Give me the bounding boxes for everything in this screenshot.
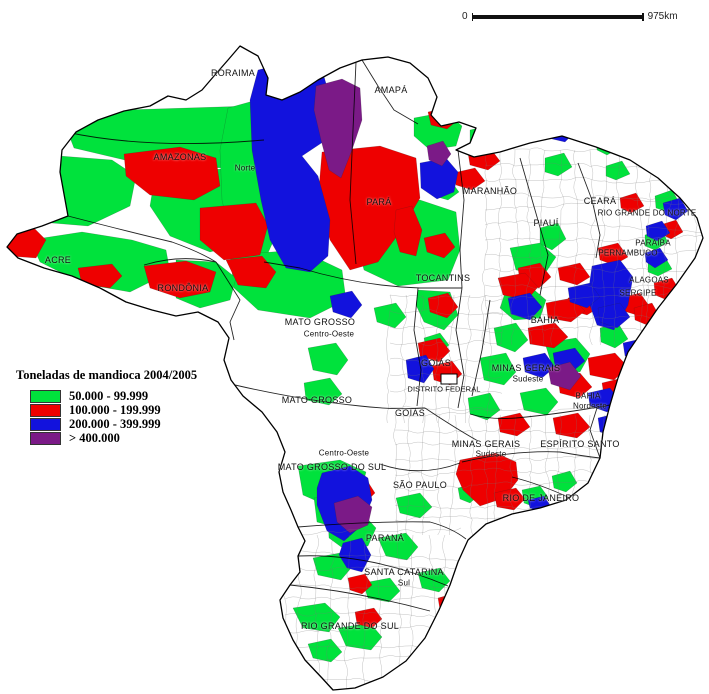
map-label-regiao-sudeste-2: Sudeste (475, 449, 507, 459)
legend-swatch-red (30, 403, 61, 417)
map-label-goias-2: GOIÁS (394, 408, 426, 418)
scale-bar-start: 0 (462, 11, 468, 22)
map-label-amazonas: AMAZONAS (153, 152, 207, 162)
map-label-rio-grande-do-sul: RIO GRANDE DO SUL (300, 621, 400, 631)
map-label-acre: ACRE (44, 255, 72, 265)
map-label-alagoas: ALAGOAS (629, 275, 669, 285)
legend-row: > 400.000 (16, 431, 197, 445)
map-label-bahia-2: BAHIA (575, 391, 601, 401)
map-label-minas-gerais: MINAS GERAIS (491, 363, 561, 373)
map-label-mato-grosso: MATO GROSSO (284, 317, 356, 327)
scale-bar-line (471, 12, 644, 21)
scale-bar: 0 975km (462, 11, 678, 22)
map-label-para: PARÁ (366, 197, 392, 207)
state-borders (65, 59, 611, 612)
map-label-maranhao: MARANHÃO (462, 186, 518, 196)
legend-swatch-green (30, 389, 61, 403)
map-label-piaui: PIAUÍ (533, 218, 559, 228)
map-label-regiao-norte: Norte (234, 163, 256, 173)
scale-bar-end: 975km (647, 11, 678, 22)
choropleth-class-100000-199999 (7, 106, 684, 629)
legend-label: > 400.000 (69, 430, 120, 445)
legend-label: 50.000 - 99.999 (69, 388, 149, 403)
map-label-mato-grosso-do-sul: MATO GROSSO DO SUL (277, 462, 387, 472)
map-label-sergipe: SERGIPE (619, 288, 657, 298)
map-label-sao-paulo: SÃO PAULO (392, 480, 448, 490)
map-label-santa-catarina: SANTA CATARINA (364, 567, 444, 577)
map-label-rio-grande-do-norte: RIO GRANDE DO NORTE (597, 208, 697, 218)
legend-label: 200.000 - 399.999 (69, 416, 161, 431)
distrito-federal-box (440, 373, 458, 385)
legend-swatch-purple (30, 431, 61, 445)
map-label-roraima: RORAIMA (210, 68, 256, 78)
map-label-regiao-sudeste: Sudeste (512, 374, 544, 384)
map-label-tocantins: TOCANTINS (415, 273, 471, 283)
legend-row: 50.000 - 99.999 (16, 389, 197, 403)
map-label-regiao-centro-oeste-2: Centro-Oeste (318, 448, 370, 458)
legend-swatch-blue (30, 417, 61, 431)
map-label-pernambuco: PERNAMBUCO (598, 248, 658, 258)
map-label-minas-gerais-2: MINAS GERAIS (451, 439, 521, 449)
map-label-distrito-federal: DISTRITO FEDERAL (407, 384, 481, 394)
map-label-bahia: BAHIA (530, 315, 560, 325)
map-label-rondonia: RONDÔNIA (157, 283, 209, 293)
map-label-paraiba: PARAÍBA (635, 238, 671, 248)
map-label-regiao-sul: Sul (397, 578, 411, 588)
map-label-regiao-centro-oeste: Centro-Oeste (303, 329, 355, 339)
legend: Toneladas de mandioca 2004/2005 50.000 -… (16, 368, 197, 445)
map-label-mato-grosso-2: MATO GROSSO (281, 395, 353, 405)
legend-row: 200.000 - 399.999 (16, 417, 197, 431)
map-label-parana: PARANÁ (365, 533, 405, 543)
map-label-amapa: AMAPÁ (374, 85, 408, 95)
map-label-regiao-nordeste: Nordeste (572, 401, 608, 411)
municipality-boundaries-mesh (481, 144, 703, 346)
country-outline (6, 45, 704, 691)
legend-row: 100.000 - 199.999 (16, 403, 197, 417)
legend-label: 100.000 - 199.999 (69, 402, 161, 417)
map-label-goias: GOIÁS (420, 358, 452, 368)
legend-title: Toneladas de mandioca 2004/2005 (16, 368, 198, 382)
map-label-espirito-santo: ESPÍRITO SANTO (540, 439, 620, 449)
map-label-ceara: CEARÁ (583, 196, 617, 206)
map-label-rio-de-janeiro: RIO DE JANEIRO (502, 493, 580, 503)
